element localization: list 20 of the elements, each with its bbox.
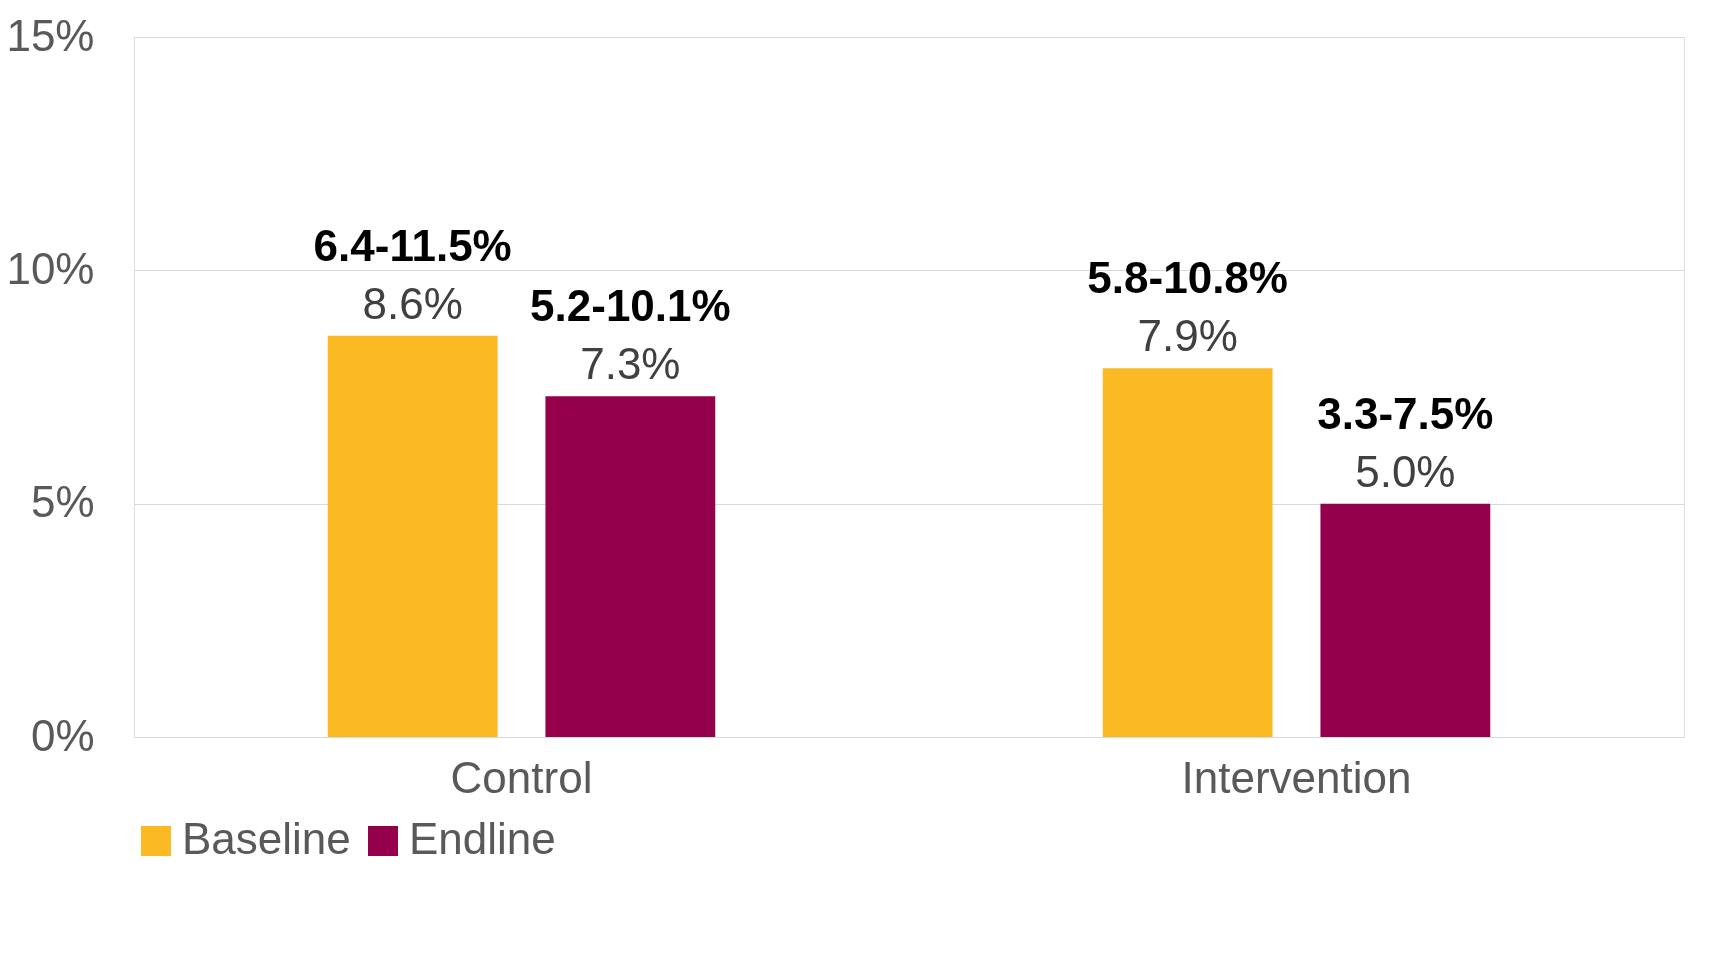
bar [1102,368,1273,737]
data-label: 7.9% [1137,311,1238,361]
annotation: 5.2-10.1% [530,281,731,331]
x-tick-label: Intervention [1181,752,1412,802]
y-tick-label: 0% [30,710,95,760]
legend-label: Endline [409,814,556,863]
x-tick-label: Control [450,752,593,802]
data-label: 7.3% [580,339,681,389]
y-tick-label: 15% [6,10,95,60]
annotation: 5.8-10.8% [1087,253,1288,303]
bar [1320,503,1491,737]
y-tick-label: 5% [30,477,95,527]
bar [545,396,716,737]
annotation: 3.3-7.5% [1317,388,1494,438]
y-tick-label: 10% [6,243,95,293]
data-label: 8.6% [362,278,463,328]
legend-label: Baseline [182,814,351,863]
annotation: 6.4-11.5% [313,220,512,270]
data-label: 5.0% [1355,446,1456,496]
bar [327,335,498,737]
